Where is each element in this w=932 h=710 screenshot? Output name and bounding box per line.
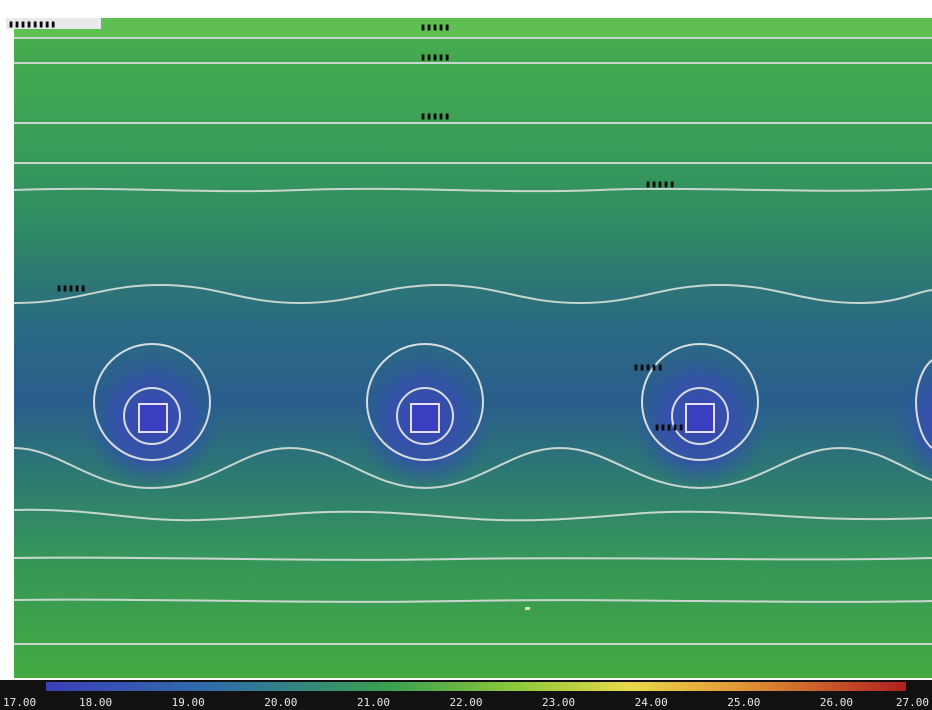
contour-labels: ▮▮▮▮▮ ▮▮▮▮▮ ▮▮▮▮▮ ▮▮▮▮▮ ▮▮▮▮▮ ▮▮▮▮▮ ▮▮▮▮…	[56, 22, 684, 433]
color-scale-tick-label: 26.00	[820, 696, 853, 709]
isoline-outer-ring	[641, 343, 759, 461]
isoline	[13, 446, 932, 490]
isoline	[13, 508, 932, 522]
color-scale-tick-label: 21.00	[357, 696, 390, 709]
well-square	[685, 403, 715, 433]
well-square	[410, 403, 440, 433]
color-scale-tick-label: 18.00	[79, 696, 112, 709]
contour-label: ▮▮▮▮▮	[645, 179, 675, 190]
isoline	[13, 187, 932, 193]
contour-label: ▮▮▮▮▮	[654, 422, 684, 433]
contour-label: ▮▮▮▮▮	[633, 362, 663, 373]
color-scale-tick-label: 27.00	[896, 696, 929, 709]
color-scale-tick-label: 25.00	[727, 696, 760, 709]
isoline-inner-ring	[123, 387, 181, 445]
well-markers	[138, 403, 715, 433]
isolines-horizontal	[14, 37, 932, 645]
isoline	[13, 283, 932, 305]
marker-dot	[525, 607, 530, 610]
well-square	[138, 403, 168, 433]
top-band	[14, 18, 932, 38]
isoline-inner-ring	[671, 387, 729, 445]
contour-label: ▮▮▮▮▮	[56, 283, 86, 294]
isoline-outer-ring	[93, 343, 211, 461]
isoline-outer-ring	[914, 359, 932, 449]
color-scale-tick-label: 20.00	[264, 696, 297, 709]
color-scale-tick-label: 24.00	[635, 696, 668, 709]
isoline-inner-ring	[396, 387, 454, 445]
isolines-circular	[93, 343, 932, 461]
contour-label: ▮▮▮▮▮	[420, 111, 450, 122]
color-scale-tick-label: 17.00	[3, 696, 36, 709]
cold-well	[890, 355, 932, 485]
color-scale-tick-label: 22.00	[449, 696, 482, 709]
contour-label: ▮▮▮▮▮	[420, 22, 450, 33]
isoline-outer-ring	[366, 343, 484, 461]
header-tag: ▮▮▮▮▮▮▮▮	[8, 19, 56, 30]
color-scale-tick-label: 23.00	[542, 696, 575, 709]
color-scale-gradient	[46, 682, 906, 691]
color-scale-ticks: 17.00 18.00 19.00 20.00 21.00 22.00 23.00 24.00…	[3, 696, 929, 709]
contour-label: ▮▮▮▮▮	[420, 52, 450, 63]
header-tag-box	[6, 18, 101, 29]
color-scale: 17.00 18.00 19.00 20.00 21.00 22.00 23.00 24.00…	[0, 680, 932, 710]
isoline	[13, 556, 932, 561]
isoline	[13, 598, 932, 603]
isolines-wavy	[13, 187, 932, 603]
temperature-field	[14, 18, 932, 678]
color-scale-tick-label: 19.00	[172, 696, 205, 709]
